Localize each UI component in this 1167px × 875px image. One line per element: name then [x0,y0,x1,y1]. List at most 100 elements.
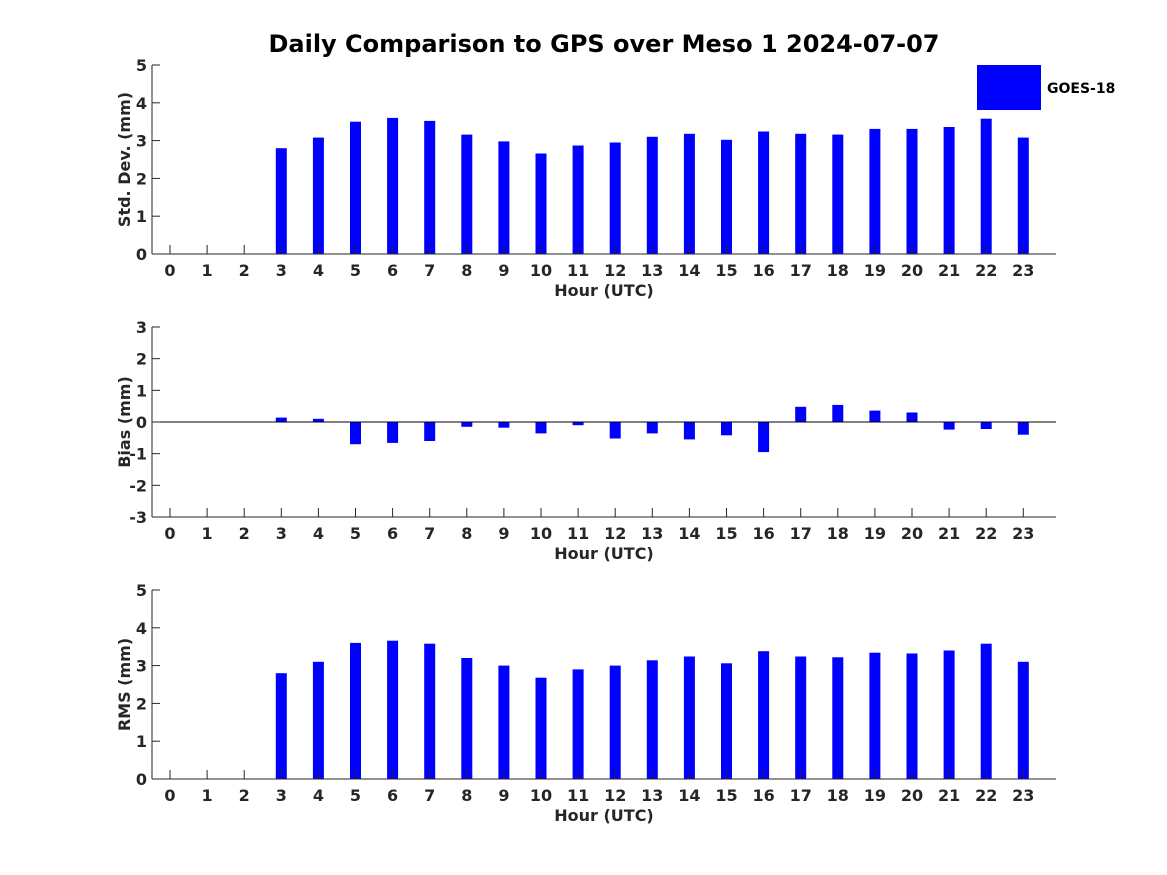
x-tick-label: 9 [498,261,509,280]
y-tick-label: 5 [136,581,147,600]
x-tick-label: 0 [164,261,175,280]
x-tick-label: 19 [864,786,886,805]
x-tick-label: 12 [604,261,626,280]
x-tick-label: 15 [715,261,737,280]
x-axis-title: Hour (UTC) [554,281,654,300]
bar-std-dev-hour-3 [275,148,287,254]
x-tick-label: 5 [350,524,361,543]
y-axis-title: Std. Dev. (mm) [115,92,134,227]
x-tick-label: 10 [530,786,552,805]
bar-std-dev-hour-8 [461,134,473,254]
x-tick-label: 8 [461,524,472,543]
y-tick-label: 1 [136,381,147,400]
bar-rms-hour-21 [943,650,955,779]
bar-bias-hour-5 [350,422,361,445]
bar-bias-hour-3 [275,417,287,422]
y-tick-label: -3 [129,508,147,527]
bar-std-dev-hour-6 [387,117,399,255]
x-tick-label: 0 [164,524,175,543]
bar-rms-hour-22 [980,643,992,779]
bar-rms-hour-12 [609,665,621,779]
x-tick-label: 9 [498,786,509,805]
bar-rms-hour-9 [498,665,510,779]
bar-bias-hour-20 [906,412,918,422]
x-tick-label: 16 [752,524,774,543]
y-tick-label: 5 [136,56,147,75]
x-tick-label: 3 [276,786,287,805]
bar-bias-hour-13 [646,422,658,434]
x-tick-label: 20 [901,786,923,805]
x-tick-label: 15 [715,524,737,543]
x-tick-label: 2 [239,524,250,543]
bar-bias-hour-9 [498,422,510,428]
bar-std-dev-hour-9 [498,141,510,254]
bar-rms-hour-16 [758,651,770,779]
x-tick-label: 2 [239,786,250,805]
x-tick-label: 8 [461,261,472,280]
bar-bias-hour-21 [943,422,955,430]
bar-rms-hour-23 [1017,661,1029,779]
y-tick-label: -2 [129,476,147,495]
bar-rms-hour-7 [424,643,436,779]
y-tick-label: 3 [136,657,147,676]
x-tick-label: 23 [1012,261,1034,280]
bar-rms-hour-5 [350,642,361,779]
bar-rms-hour-11 [572,669,584,779]
x-tick-label: 13 [641,786,663,805]
x-tick-label: 6 [387,524,398,543]
bar-bias-hour-17 [795,406,807,422]
y-tick-label: 0 [136,413,147,432]
bar-rms-hour-8 [461,658,473,779]
x-tick-label: 15 [715,786,737,805]
x-tick-label: 21 [938,786,960,805]
bar-std-dev-hour-22 [980,118,992,254]
bar-std-dev-hour-11 [572,145,584,254]
bar-bias-hour-15 [721,422,732,436]
bar-std-dev-hour-14 [683,133,695,254]
x-tick-label: 16 [752,786,774,805]
bar-std-dev-hour-13 [646,136,658,254]
bar-bias-hour-23 [1017,422,1029,435]
y-tick-label: 3 [136,318,147,337]
bar-bias-hour-16 [758,422,770,453]
bar-rms-hour-14 [683,656,695,779]
bar-rms-hour-13 [646,660,658,779]
bar-bias-hour-14 [683,422,695,440]
y-tick-label: 1 [136,207,147,226]
legend: GOES-18 [977,65,1115,110]
x-tick-label: 3 [276,261,287,280]
x-tick-label: 1 [202,524,213,543]
bar-rms-hour-6 [387,640,399,779]
bar-std-dev-hour-19 [869,128,881,254]
x-tick-label: 22 [975,524,997,543]
y-tick-label: 3 [136,132,147,151]
y-tick-label: -1 [129,445,147,464]
x-tick-label: 0 [164,786,175,805]
x-tick-label: 10 [530,524,552,543]
x-tick-label: 1 [202,261,213,280]
legend-swatch [977,65,1041,110]
x-tick-label: 2 [239,261,250,280]
x-tick-label: 7 [424,261,435,280]
x-tick-label: 21 [938,524,960,543]
bar-std-dev-hour-18 [832,134,844,254]
x-tick-label: 7 [424,524,435,543]
x-tick-label: 21 [938,261,960,280]
x-tick-label: 1 [202,786,213,805]
bar-std-dev-hour-10 [535,153,547,254]
x-tick-label: 11 [567,524,589,543]
x-tick-label: 23 [1012,786,1034,805]
bar-rms-hour-20 [906,653,918,779]
x-tick-label: 17 [790,786,812,805]
bar-bias-hour-11 [572,422,584,426]
y-tick-label: 2 [136,169,147,188]
x-tick-label: 20 [901,261,923,280]
bar-bias-hour-8 [461,422,473,427]
x-axis-title: Hour (UTC) [554,544,654,563]
x-tick-label: 14 [678,524,700,543]
x-tick-label: 6 [387,261,398,280]
bar-bias-hour-6 [387,422,399,443]
